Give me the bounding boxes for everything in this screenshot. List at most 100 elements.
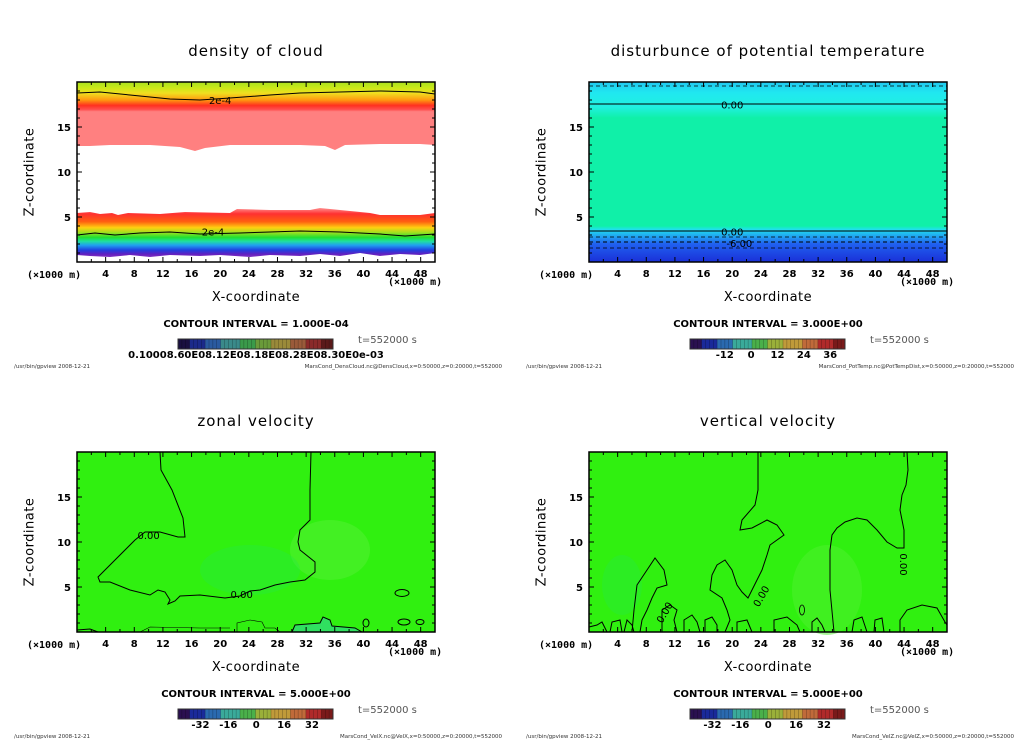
footer-program: /usr/bin/gpview 2008-12-21	[526, 734, 603, 740]
x-unit-label: (×1000 m)	[388, 647, 443, 658]
colorbar-cell	[317, 339, 322, 349]
colorbar-border	[177, 708, 334, 720]
colorbar-cell	[274, 339, 280, 349]
x-tick-label: 20	[725, 639, 739, 650]
colorbar-tick-label: 36	[823, 350, 838, 361]
x-tick-label: 32	[811, 269, 825, 280]
colorbar-cell	[232, 709, 237, 719]
x-tick-label: 36	[328, 639, 342, 650]
colorbar-cell	[267, 709, 272, 719]
colorbar-cell	[271, 339, 276, 349]
colorbar-cell	[740, 339, 745, 349]
colorbar-tick-label: -16	[219, 720, 238, 731]
y-tick-label: 15	[57, 493, 71, 504]
y-unit-label: (×1000 m)	[27, 640, 82, 651]
contour-line	[397, 618, 411, 626]
contour-line	[97, 451, 316, 605]
x-axis-label: X-coordinate	[723, 290, 813, 305]
colorbar-cell	[290, 339, 295, 349]
colorbar-tick-label: -12	[715, 350, 734, 361]
colorbar-cell	[294, 709, 299, 719]
plot-title: zonal velocity	[197, 412, 315, 430]
colorbar-cell	[693, 339, 699, 349]
contour-label: 0.00	[897, 553, 908, 575]
contour-label: 0.00	[231, 590, 253, 601]
contour-label: 0.00	[721, 227, 743, 238]
colorbar-cell	[305, 339, 311, 349]
colorbar-cell	[209, 709, 214, 719]
colorbar-cell	[178, 709, 183, 719]
y-axis-label: Z-coordinate	[22, 127, 38, 217]
colorbar-cell	[216, 339, 221, 349]
colorbar-cell	[212, 709, 218, 719]
colorbar-cell	[193, 339, 198, 349]
colorbar-cell	[286, 709, 291, 719]
footer-source: MarsCond_PotTemp.nc@PotTempDist,x=0:5000…	[818, 364, 1014, 370]
colorbar-cell	[278, 339, 283, 349]
y-tick-label: 5	[576, 213, 583, 224]
colorbar-cell	[721, 339, 726, 349]
colorbar-cell	[197, 339, 202, 349]
colorbar-cell	[201, 709, 206, 719]
colorbar-cell	[748, 339, 753, 349]
panel-density-of-cloud: 4 8 12 16 20 24 28 32 36 40 44 48 5 10 15 2e-4 2e-4 dens…	[0, 0, 512, 370]
field-shade	[290, 520, 370, 580]
contour-line	[291, 616, 363, 633]
colorbar-cell	[736, 709, 741, 719]
colorbar-cell	[783, 709, 788, 719]
colorbar-tick-label: 16	[789, 720, 804, 731]
colorbar-cell	[697, 709, 702, 719]
colorbar-cell	[243, 709, 249, 719]
colorbar-cell	[178, 339, 183, 349]
contour-line	[139, 626, 230, 633]
x-tick-label: 12	[156, 269, 170, 280]
colorbar-cell	[224, 709, 229, 719]
colorbar-cell	[329, 339, 334, 349]
colorbar-cell	[189, 709, 194, 719]
colorbar-cell	[294, 339, 299, 349]
colorbar-cell	[763, 709, 768, 719]
colorbar-cell	[802, 709, 807, 719]
colorbar-cell	[236, 709, 241, 719]
contour-line	[661, 604, 678, 633]
colorbar-cell	[240, 339, 245, 349]
colorbar-cell	[728, 709, 733, 719]
field-shade	[200, 545, 300, 595]
colorbar-cell	[309, 709, 314, 719]
colorbar-cell	[724, 339, 730, 349]
contour-line	[736, 616, 826, 633]
colorbar-cell	[197, 709, 202, 719]
colorbar-cell	[837, 709, 842, 719]
x-tick-label: 8	[643, 269, 650, 280]
colorbar-cell	[779, 339, 784, 349]
x-tick-label: 16	[697, 639, 711, 650]
y-tick-label: 15	[569, 493, 583, 504]
x-tick-label: 24	[754, 639, 768, 650]
colorbar-cell	[228, 709, 233, 719]
colorbar-cell	[690, 709, 695, 719]
contour-line	[829, 451, 909, 633]
colorbar-cell	[771, 339, 776, 349]
colorbar-cell	[752, 339, 757, 349]
y-tick-label: 15	[569, 123, 583, 134]
colorbar-cell	[717, 339, 722, 349]
colorbar-tick-label: 0	[252, 720, 260, 731]
x-tick-label: 4	[614, 639, 621, 650]
contour-line	[631, 557, 668, 633]
colorbar-cell	[833, 709, 838, 719]
colorbar-cell	[709, 709, 714, 719]
x-tick-label: 20	[213, 269, 227, 280]
contour-interval: CONTOUR INTERVAL = 5.000E+00	[673, 689, 863, 700]
contour-line	[415, 619, 425, 625]
colorbar-cell	[220, 709, 225, 719]
y-tick-label: 10	[57, 538, 71, 549]
colorbar-cell	[251, 339, 256, 349]
x-tick-label: 16	[185, 269, 199, 280]
colorbar-cell	[721, 709, 726, 719]
colorbar-cell	[193, 709, 198, 719]
colorbar-cell	[794, 709, 799, 719]
x-tick-label: 32	[811, 639, 825, 650]
colorbar-cell	[775, 709, 780, 719]
colorbar-cell	[705, 339, 710, 349]
